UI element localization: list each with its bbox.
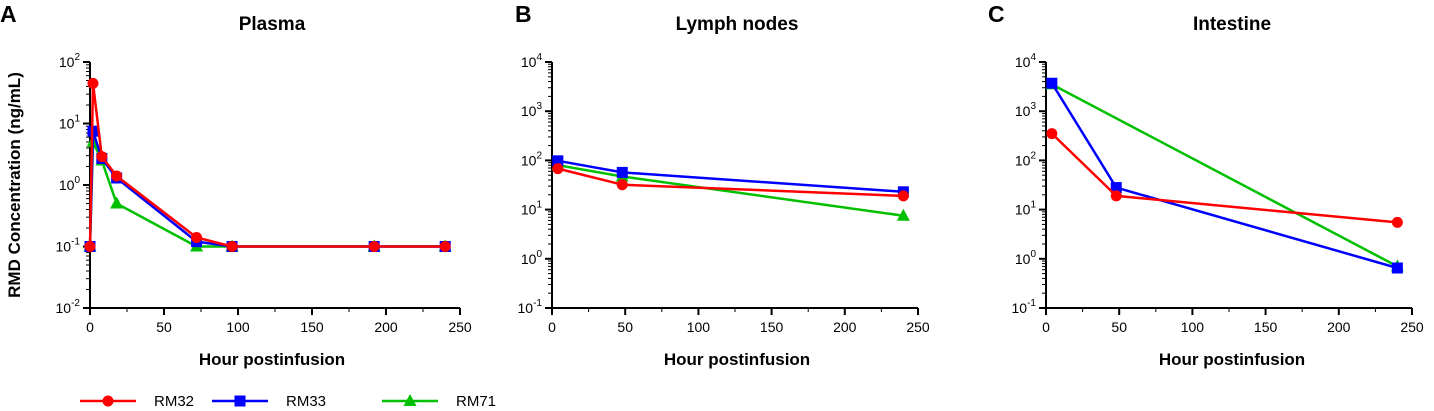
y-tick-label: 102 bbox=[521, 150, 543, 168]
legend-label-rm71: RM71 bbox=[456, 393, 496, 410]
x-tick-label: 200 bbox=[374, 319, 398, 335]
panel-intestine: C Intestine Hour postinfusion 10-1 100 101… bbox=[988, 1, 1424, 369]
y-tick-label: 104 bbox=[1015, 52, 1037, 70]
data-point-rm32 bbox=[96, 151, 108, 163]
x-axis-label-plasma: Hour postinfusion bbox=[199, 350, 345, 369]
x-tick-label: 50 bbox=[1111, 319, 1127, 335]
data-point-rm71 bbox=[110, 196, 124, 209]
plot-area-intestine: 10-1 100 101 102 103 104 0 50 100 150 200 250 bbox=[1012, 52, 1424, 335]
data-point-rm32 bbox=[1046, 128, 1058, 140]
plot-area-plasma: 10-2 10-1 100 101 102 0 50 100 150 200 250 bbox=[56, 52, 472, 335]
y-tick-label: 10-1 bbox=[518, 298, 543, 316]
legend-marker-rm33 bbox=[234, 395, 246, 407]
y-tick-label: 100 bbox=[59, 175, 81, 193]
legend-label-rm32: RM32 bbox=[154, 393, 194, 410]
series-line-rm33-lymph-nodes bbox=[557, 159, 904, 194]
data-point-rm32 bbox=[226, 241, 238, 252]
panel-title-intestine: Intestine bbox=[1193, 14, 1271, 35]
legend: RM32 RM33 RM71 bbox=[80, 393, 496, 410]
data-point-rm32 bbox=[552, 163, 564, 175]
x-tick-label: 100 bbox=[1181, 319, 1205, 335]
legend-label-rm33: RM33 bbox=[286, 393, 326, 410]
plot-area-lymph-nodes: 10-1 100 101 102 103 104 0 50 100 150 200 250 bbox=[518, 52, 930, 335]
y-tick-label: 10-1 bbox=[1012, 298, 1037, 316]
series-line-rm71-intestine bbox=[1051, 83, 1398, 268]
y-tick-label: 10-1 bbox=[56, 237, 81, 255]
data-point-rm32 bbox=[1110, 190, 1122, 202]
data-point-rm33 bbox=[1391, 262, 1403, 274]
data-point-rm32 bbox=[1391, 216, 1403, 228]
y-tick-label: 103 bbox=[1015, 101, 1037, 119]
data-point-rm33 bbox=[552, 155, 564, 167]
y-tick-label: 10-2 bbox=[56, 298, 81, 316]
x-tick-label: 250 bbox=[906, 319, 930, 335]
x-tick-label: 50 bbox=[156, 319, 172, 335]
panel-plasma: A Plasma RMD Concentration (ng/mL) Hour … bbox=[0, 1, 472, 369]
y-tick-label: 101 bbox=[59, 114, 81, 132]
y-tick-label: 104 bbox=[521, 52, 543, 70]
data-point-rm33 bbox=[1110, 182, 1122, 194]
panel-letter-c: C bbox=[988, 1, 1005, 27]
y-tick-label: 100 bbox=[1015, 249, 1037, 267]
x-tick-label: 150 bbox=[760, 319, 784, 335]
y-tick-label: 102 bbox=[59, 52, 81, 70]
x-tick-label: 0 bbox=[86, 319, 94, 335]
x-tick-label: 100 bbox=[687, 319, 711, 335]
data-point-rm32 bbox=[368, 241, 380, 252]
y-tick-label: 103 bbox=[521, 101, 543, 119]
data-point-rm32 bbox=[87, 77, 99, 89]
data-point-rm33 bbox=[1046, 77, 1058, 89]
series-line-rm71-lymph-nodes bbox=[557, 163, 904, 217]
data-point-rm32 bbox=[84, 241, 96, 252]
y-axis-label: RMD Concentration (ng/mL) bbox=[5, 72, 24, 298]
x-axis-label-lymph-nodes: Hour postinfusion bbox=[664, 350, 810, 369]
y-tick-label: 102 bbox=[1015, 150, 1037, 168]
data-point-rm32 bbox=[897, 190, 909, 202]
y-tick-label: 101 bbox=[521, 200, 543, 218]
y-tick-label: 100 bbox=[521, 249, 543, 267]
x-tick-label: 200 bbox=[1327, 319, 1351, 335]
x-tick-label: 50 bbox=[617, 319, 633, 335]
x-axis-label-intestine: Hour postinfusion bbox=[1159, 350, 1305, 369]
panel-letter-a: A bbox=[0, 1, 17, 27]
y-tick-label: 101 bbox=[1015, 200, 1037, 218]
data-point-rm32 bbox=[616, 179, 628, 191]
x-tick-label: 0 bbox=[1042, 319, 1050, 335]
legend-marker-rm32 bbox=[102, 395, 114, 407]
x-tick-label: 200 bbox=[833, 319, 857, 335]
x-tick-label: 0 bbox=[548, 319, 556, 335]
legend-marker-rm71 bbox=[403, 394, 417, 406]
data-point-rm71 bbox=[896, 208, 910, 221]
x-tick-label: 150 bbox=[300, 319, 324, 335]
x-tick-label: 100 bbox=[226, 319, 250, 335]
panel-lymph-nodes: B Lymph nodes Hour postinfusion 10-11001… bbox=[515, 1, 930, 369]
series-line-rm71-plasma bbox=[88, 140, 446, 248]
data-point-rm32 bbox=[111, 170, 123, 182]
series-line-rm32-plasma bbox=[88, 82, 446, 248]
panel-letter-b: B bbox=[515, 1, 532, 27]
x-tick-label: 250 bbox=[448, 319, 472, 335]
series-line-rm32-intestine bbox=[1051, 132, 1398, 224]
series-line-rm33-plasma bbox=[88, 129, 446, 248]
x-tick-label: 250 bbox=[1400, 319, 1424, 335]
panel-title-lymph-nodes: Lymph nodes bbox=[676, 14, 799, 35]
panel-title-plasma: Plasma bbox=[239, 14, 306, 35]
data-point-rm32 bbox=[439, 241, 451, 252]
data-point-rm32 bbox=[191, 232, 203, 244]
data-point-rm33 bbox=[616, 166, 628, 178]
x-tick-label: 150 bbox=[1254, 319, 1278, 335]
